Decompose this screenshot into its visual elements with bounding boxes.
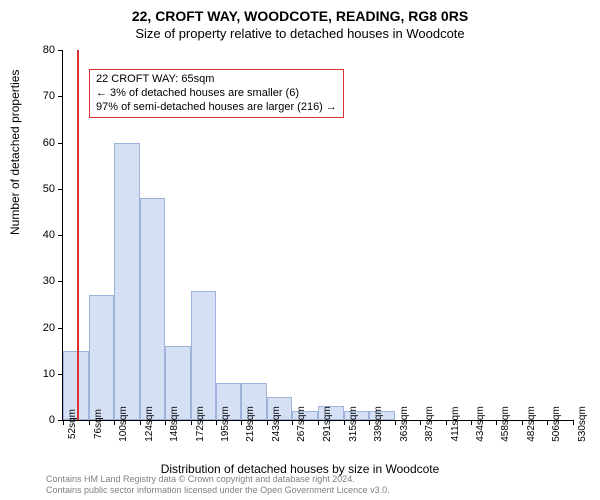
plot-region: 0102030405060708052sqm76sqm100sqm124sqm1… — [62, 50, 573, 421]
y-tick-mark — [58, 189, 63, 190]
chart-title-main: 22, CROFT WAY, WOODCOTE, READING, RG8 0R… — [0, 0, 600, 24]
y-tick-label: 50 — [25, 183, 55, 195]
annotation-line: ← 3% of detached houses are smaller (6) — [96, 87, 337, 101]
annotation-line: 97% of semi-detached houses are larger (… — [96, 101, 337, 115]
x-tick-label: 339sqm — [373, 406, 384, 442]
x-tick-mark — [216, 420, 217, 425]
x-tick-label: 100sqm — [118, 406, 129, 442]
footer-line-2: Contains public sector information licen… — [46, 485, 390, 496]
x-tick-label: 506sqm — [551, 406, 562, 442]
x-tick-label: 458sqm — [500, 406, 511, 442]
x-tick-mark — [369, 420, 370, 425]
y-tick-label: 80 — [25, 44, 55, 56]
x-tick-mark — [292, 420, 293, 425]
x-tick-mark — [318, 420, 319, 425]
x-tick-label: 243sqm — [271, 406, 282, 442]
x-tick-label: 172sqm — [195, 406, 206, 442]
x-tick-mark — [267, 420, 268, 425]
x-tick-mark — [496, 420, 497, 425]
x-tick-mark — [446, 420, 447, 425]
histogram-bar — [89, 295, 115, 420]
x-tick-mark — [191, 420, 192, 425]
x-tick-mark — [89, 420, 90, 425]
x-tick-mark — [471, 420, 472, 425]
footer-line-1: Contains HM Land Registry data © Crown c… — [46, 474, 390, 485]
y-tick-label: 40 — [25, 229, 55, 241]
y-tick-mark — [58, 96, 63, 97]
x-tick-label: 434sqm — [475, 406, 486, 442]
y-tick-label: 20 — [25, 322, 55, 334]
x-tick-label: 124sqm — [144, 406, 155, 442]
x-tick-mark — [547, 420, 548, 425]
y-tick-label: 70 — [25, 90, 55, 102]
x-tick-label: 411sqm — [450, 407, 461, 442]
y-tick-mark — [58, 328, 63, 329]
chart-plot-area: 0102030405060708052sqm76sqm100sqm124sqm1… — [62, 50, 572, 420]
histogram-bar — [114, 143, 140, 421]
y-tick-mark — [58, 235, 63, 236]
x-tick-label: 148sqm — [169, 406, 180, 442]
x-tick-label: 530sqm — [577, 406, 588, 442]
annotation-box: 22 CROFT WAY: 65sqm← 3% of detached hous… — [89, 69, 344, 118]
y-tick-mark — [58, 50, 63, 51]
annotation-line: 22 CROFT WAY: 65sqm — [96, 73, 337, 87]
x-tick-mark — [241, 420, 242, 425]
x-tick-mark — [573, 420, 574, 425]
x-tick-label: 315sqm — [348, 406, 359, 442]
histogram-bar — [140, 198, 166, 420]
x-tick-mark — [522, 420, 523, 425]
x-tick-mark — [344, 420, 345, 425]
y-tick-label: 60 — [25, 137, 55, 149]
x-tick-mark — [140, 420, 141, 425]
y-tick-label: 30 — [25, 275, 55, 287]
x-tick-mark — [165, 420, 166, 425]
footer-attribution: Contains HM Land Registry data © Crown c… — [46, 474, 390, 496]
x-tick-label: 482sqm — [526, 406, 537, 442]
y-tick-mark — [58, 143, 63, 144]
histogram-bar — [191, 291, 216, 421]
x-tick-mark — [420, 420, 421, 425]
x-tick-label: 219sqm — [245, 406, 256, 442]
x-tick-label: 363sqm — [399, 406, 410, 442]
x-tick-label: 387sqm — [424, 406, 435, 442]
y-axis-label: Number of detached properties — [8, 70, 22, 235]
x-tick-mark — [63, 420, 64, 425]
x-tick-label: 76sqm — [93, 409, 104, 439]
chart-title-sub: Size of property relative to detached ho… — [0, 24, 600, 41]
x-tick-label: 291sqm — [322, 406, 333, 442]
x-tick-label: 195sqm — [220, 406, 231, 442]
x-tick-mark — [395, 420, 396, 425]
y-tick-mark — [58, 281, 63, 282]
property-marker-line — [77, 50, 79, 420]
y-tick-label: 10 — [25, 368, 55, 380]
y-tick-label: 0 — [25, 414, 55, 426]
x-tick-mark — [114, 420, 115, 425]
x-tick-label: 267sqm — [296, 406, 307, 442]
